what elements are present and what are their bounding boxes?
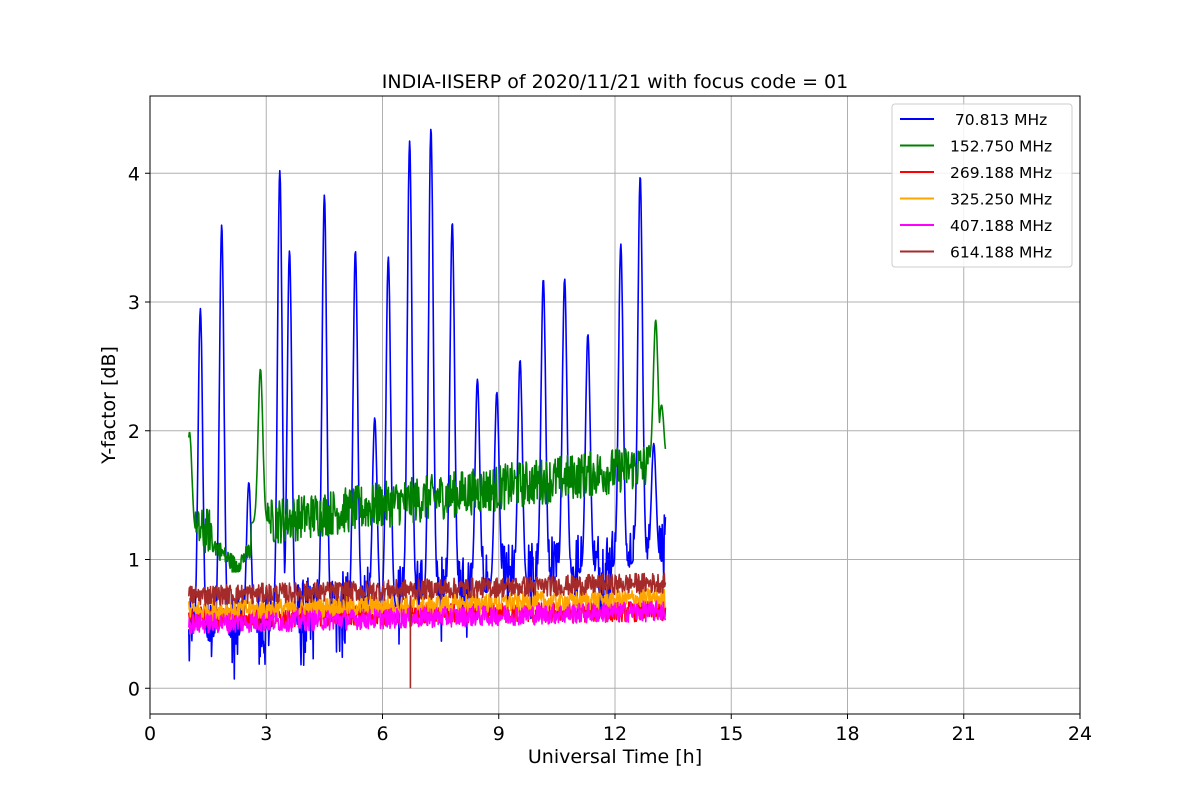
y-tick-label: 1: [128, 550, 140, 572]
y-tick-label: 0: [128, 678, 140, 700]
legend-entry-label: 614.188 MHz: [950, 244, 1052, 262]
y-tick-label: 4: [128, 163, 140, 185]
y-axis-label: Y-factor [dB]: [98, 346, 120, 465]
y-tick-label: 2: [128, 421, 140, 443]
legend-entry-label: 325.250 MHz: [950, 191, 1052, 209]
x-tick-label: 0: [144, 723, 156, 745]
series-lines: [188, 128, 667, 689]
x-tick-label: 18: [835, 723, 859, 745]
x-tick-label: 6: [376, 723, 388, 745]
series-line-407-188-mhz: [188, 600, 667, 635]
chart-title: INDIA-IISERP of 2020/11/21 with focus co…: [382, 71, 848, 93]
legend-box: [891, 103, 1073, 268]
series-line-614-188-mhz: [188, 572, 667, 689]
legend-entry-label: 152.750 MHz: [950, 138, 1052, 156]
y-axis-ticks: 0 1 2 3 4: [128, 163, 150, 700]
x-axis-label: Universal Time [h]: [528, 746, 702, 768]
x-axis-ticks: 0 3 6 9 12 15 18 21 24: [144, 714, 1092, 745]
legend: 70.813 MHz 152.750 MHz 269.188 MHz 325.250 …: [891, 103, 1073, 268]
legend-entry-label: 269.188 MHz: [950, 164, 1052, 182]
x-tick-label: 15: [719, 723, 743, 745]
legend-entry-label: 70.813 MHz: [950, 111, 1047, 129]
x-tick-label: 21: [952, 723, 976, 745]
x-tick-label: 9: [493, 723, 505, 745]
legend-entry-label: 407.188 MHz: [950, 217, 1052, 235]
x-tick-label: 24: [1068, 723, 1092, 745]
series-line-152-750-mhz: [188, 319, 667, 573]
y-tick-label: 3: [128, 292, 140, 314]
series-line-325-250-mhz: [188, 588, 667, 622]
x-tick-label: 12: [603, 723, 627, 745]
x-tick-label: 3: [260, 723, 272, 745]
